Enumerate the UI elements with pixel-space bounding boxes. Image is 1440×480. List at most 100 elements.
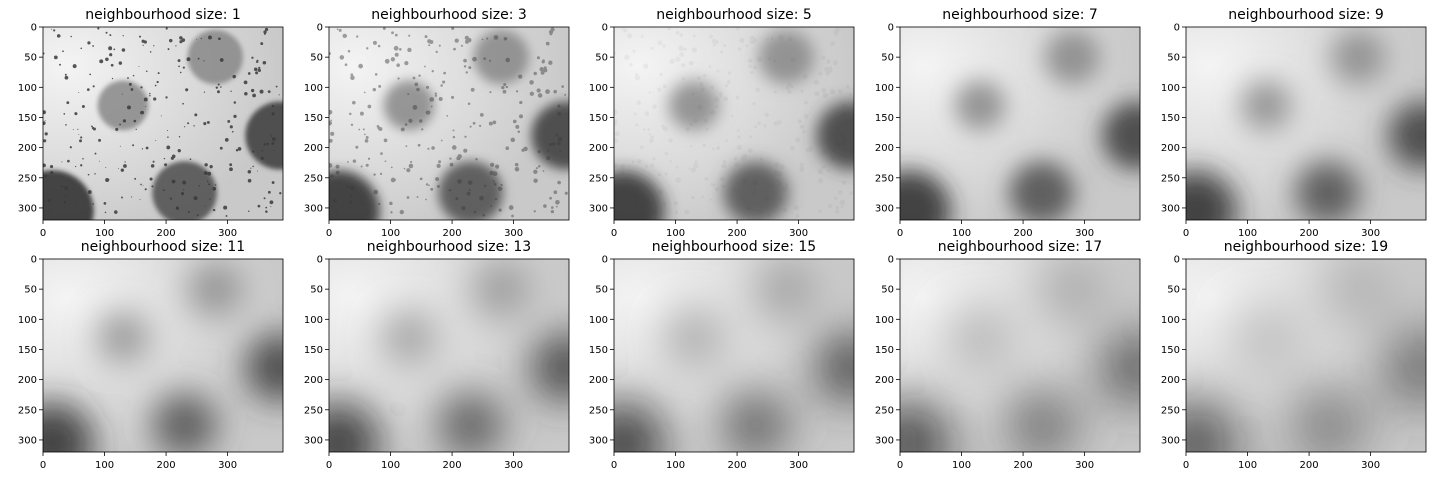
x-tick-label: 200 xyxy=(1014,228,1033,239)
subplot-title: neighbourhood size: 13 xyxy=(367,239,531,255)
x-tick-label: 0 xyxy=(611,228,617,239)
x-tick-label: 300 xyxy=(1361,228,1380,239)
heatmap-image xyxy=(329,27,569,220)
y-tick-label: 50 xyxy=(310,285,323,296)
y-tick-label: 300 xyxy=(18,203,37,214)
y-tick-label: 100 xyxy=(1161,83,1180,94)
subplot-7: neighbourhood size: 13 0 100 200 300 0 50 100 15… xyxy=(304,239,570,471)
x-tick-label: 200 xyxy=(443,228,462,239)
x-tick-label: 0 xyxy=(326,228,332,239)
y-tick-label: 200 xyxy=(304,143,323,154)
y-tick-label: 50 xyxy=(1167,285,1180,296)
y-tick-label: 150 xyxy=(589,113,608,124)
heatmap-image xyxy=(614,27,854,220)
y-tick-label: 0 xyxy=(602,23,608,34)
y-tick-label: 150 xyxy=(875,113,894,124)
y-tick-label: 300 xyxy=(18,435,37,446)
y-tick-label: 0 xyxy=(602,255,608,266)
x-tick-label: 300 xyxy=(1075,460,1094,471)
x-tick-label: 100 xyxy=(1238,228,1257,239)
y-tick-label: 150 xyxy=(304,345,323,356)
x-tick-label: 0 xyxy=(40,228,46,239)
y-tick-label: 200 xyxy=(1161,375,1180,386)
x-tick-label: 0 xyxy=(326,460,332,471)
x-tick-label: 200 xyxy=(1300,228,1319,239)
subplot-title: neighbourhood size: 5 xyxy=(656,7,812,23)
y-tick-label: 100 xyxy=(875,315,894,326)
x-tick-label: 100 xyxy=(666,228,685,239)
x-tick-label: 300 xyxy=(504,228,523,239)
y-tick-label: 150 xyxy=(304,113,323,124)
subplot-title: neighbourhood size: 15 xyxy=(652,239,816,255)
y-tick-label: 0 xyxy=(31,255,37,266)
x-tick-label: 200 xyxy=(728,460,747,471)
y-tick-label: 200 xyxy=(589,143,608,154)
subplot-2: neighbourhood size: 3 0 100 200 300 0 50 100 150… xyxy=(304,7,570,239)
x-tick-label: 100 xyxy=(95,228,114,239)
x-tick-label: 100 xyxy=(95,460,114,471)
y-tick-label: 200 xyxy=(589,375,608,386)
subplot-title: neighbourhood size: 7 xyxy=(942,7,1098,23)
x-tick-label: 300 xyxy=(1361,460,1380,471)
y-tick-label: 300 xyxy=(589,203,608,214)
y-tick-label: 250 xyxy=(875,405,894,416)
y-tick-label: 200 xyxy=(1161,143,1180,154)
y-tick-label: 300 xyxy=(1161,435,1180,446)
x-tick-label: 0 xyxy=(40,460,46,471)
axes-frame xyxy=(613,258,855,453)
y-tick-label: 150 xyxy=(18,345,37,356)
y-tick-label: 250 xyxy=(589,405,608,416)
y-tick-label: 250 xyxy=(1161,173,1180,184)
axes-frame xyxy=(1185,258,1427,453)
subplot-title: neighbourhood size: 1 xyxy=(85,7,241,23)
y-tick-label: 50 xyxy=(595,285,608,296)
x-tick-label: 100 xyxy=(952,228,971,239)
x-tick-label: 0 xyxy=(1183,460,1189,471)
subplot-title: neighbourhood size: 19 xyxy=(1224,239,1388,255)
heatmap-image xyxy=(614,259,854,452)
axes-frame xyxy=(42,26,284,221)
y-tick-label: 100 xyxy=(304,83,323,94)
subplot-1: neighbourhood size: 1 0 100 200 300 0 50 100 150… xyxy=(18,7,284,239)
x-tick-label: 0 xyxy=(897,460,903,471)
subplot-9: neighbourhood size: 17 0 100 200 300 0 50 100 15… xyxy=(875,239,1141,471)
x-tick-label: 100 xyxy=(381,460,400,471)
y-tick-label: 0 xyxy=(888,255,894,266)
heatmap-image xyxy=(43,259,283,452)
y-tick-label: 100 xyxy=(18,315,37,326)
heatmap-image xyxy=(1186,27,1426,220)
y-tick-label: 50 xyxy=(595,53,608,64)
subplot-title: neighbourhood size: 3 xyxy=(371,7,527,23)
x-tick-label: 200 xyxy=(443,460,462,471)
x-tick-label: 100 xyxy=(666,460,685,471)
y-tick-label: 150 xyxy=(875,345,894,356)
subplot-10: neighbourhood size: 19 0 100 200 300 0 50 100 15… xyxy=(1161,239,1427,471)
y-tick-label: 100 xyxy=(18,83,37,94)
x-tick-label: 300 xyxy=(1075,228,1094,239)
y-tick-label: 300 xyxy=(875,435,894,446)
y-tick-label: 200 xyxy=(18,143,37,154)
y-tick-label: 50 xyxy=(24,285,37,296)
subplot-4: neighbourhood size: 7 0 100 200 300 0 50 100 150… xyxy=(875,7,1141,239)
x-tick-label: 200 xyxy=(157,228,176,239)
y-tick-label: 50 xyxy=(881,285,894,296)
y-tick-label: 100 xyxy=(1161,315,1180,326)
x-tick-label: 200 xyxy=(1014,460,1033,471)
heatmap-image xyxy=(43,27,283,220)
y-tick-label: 100 xyxy=(304,315,323,326)
x-tick-label: 300 xyxy=(218,460,237,471)
y-tick-label: 250 xyxy=(18,173,37,184)
y-tick-label: 150 xyxy=(18,113,37,124)
x-tick-label: 100 xyxy=(1238,460,1257,471)
axes-frame xyxy=(328,26,570,221)
y-tick-label: 100 xyxy=(875,83,894,94)
y-tick-label: 100 xyxy=(589,315,608,326)
y-tick-label: 300 xyxy=(1161,203,1180,214)
x-tick-label: 100 xyxy=(381,228,400,239)
x-tick-label: 0 xyxy=(897,228,903,239)
y-tick-label: 50 xyxy=(310,53,323,64)
x-tick-label: 300 xyxy=(218,228,237,239)
subplot-6: neighbourhood size: 11 0 100 200 300 0 50 100 15… xyxy=(18,239,284,471)
subplot-8: neighbourhood size: 15 0 100 200 300 0 50 100 15… xyxy=(589,239,855,471)
x-tick-label: 200 xyxy=(1300,460,1319,471)
